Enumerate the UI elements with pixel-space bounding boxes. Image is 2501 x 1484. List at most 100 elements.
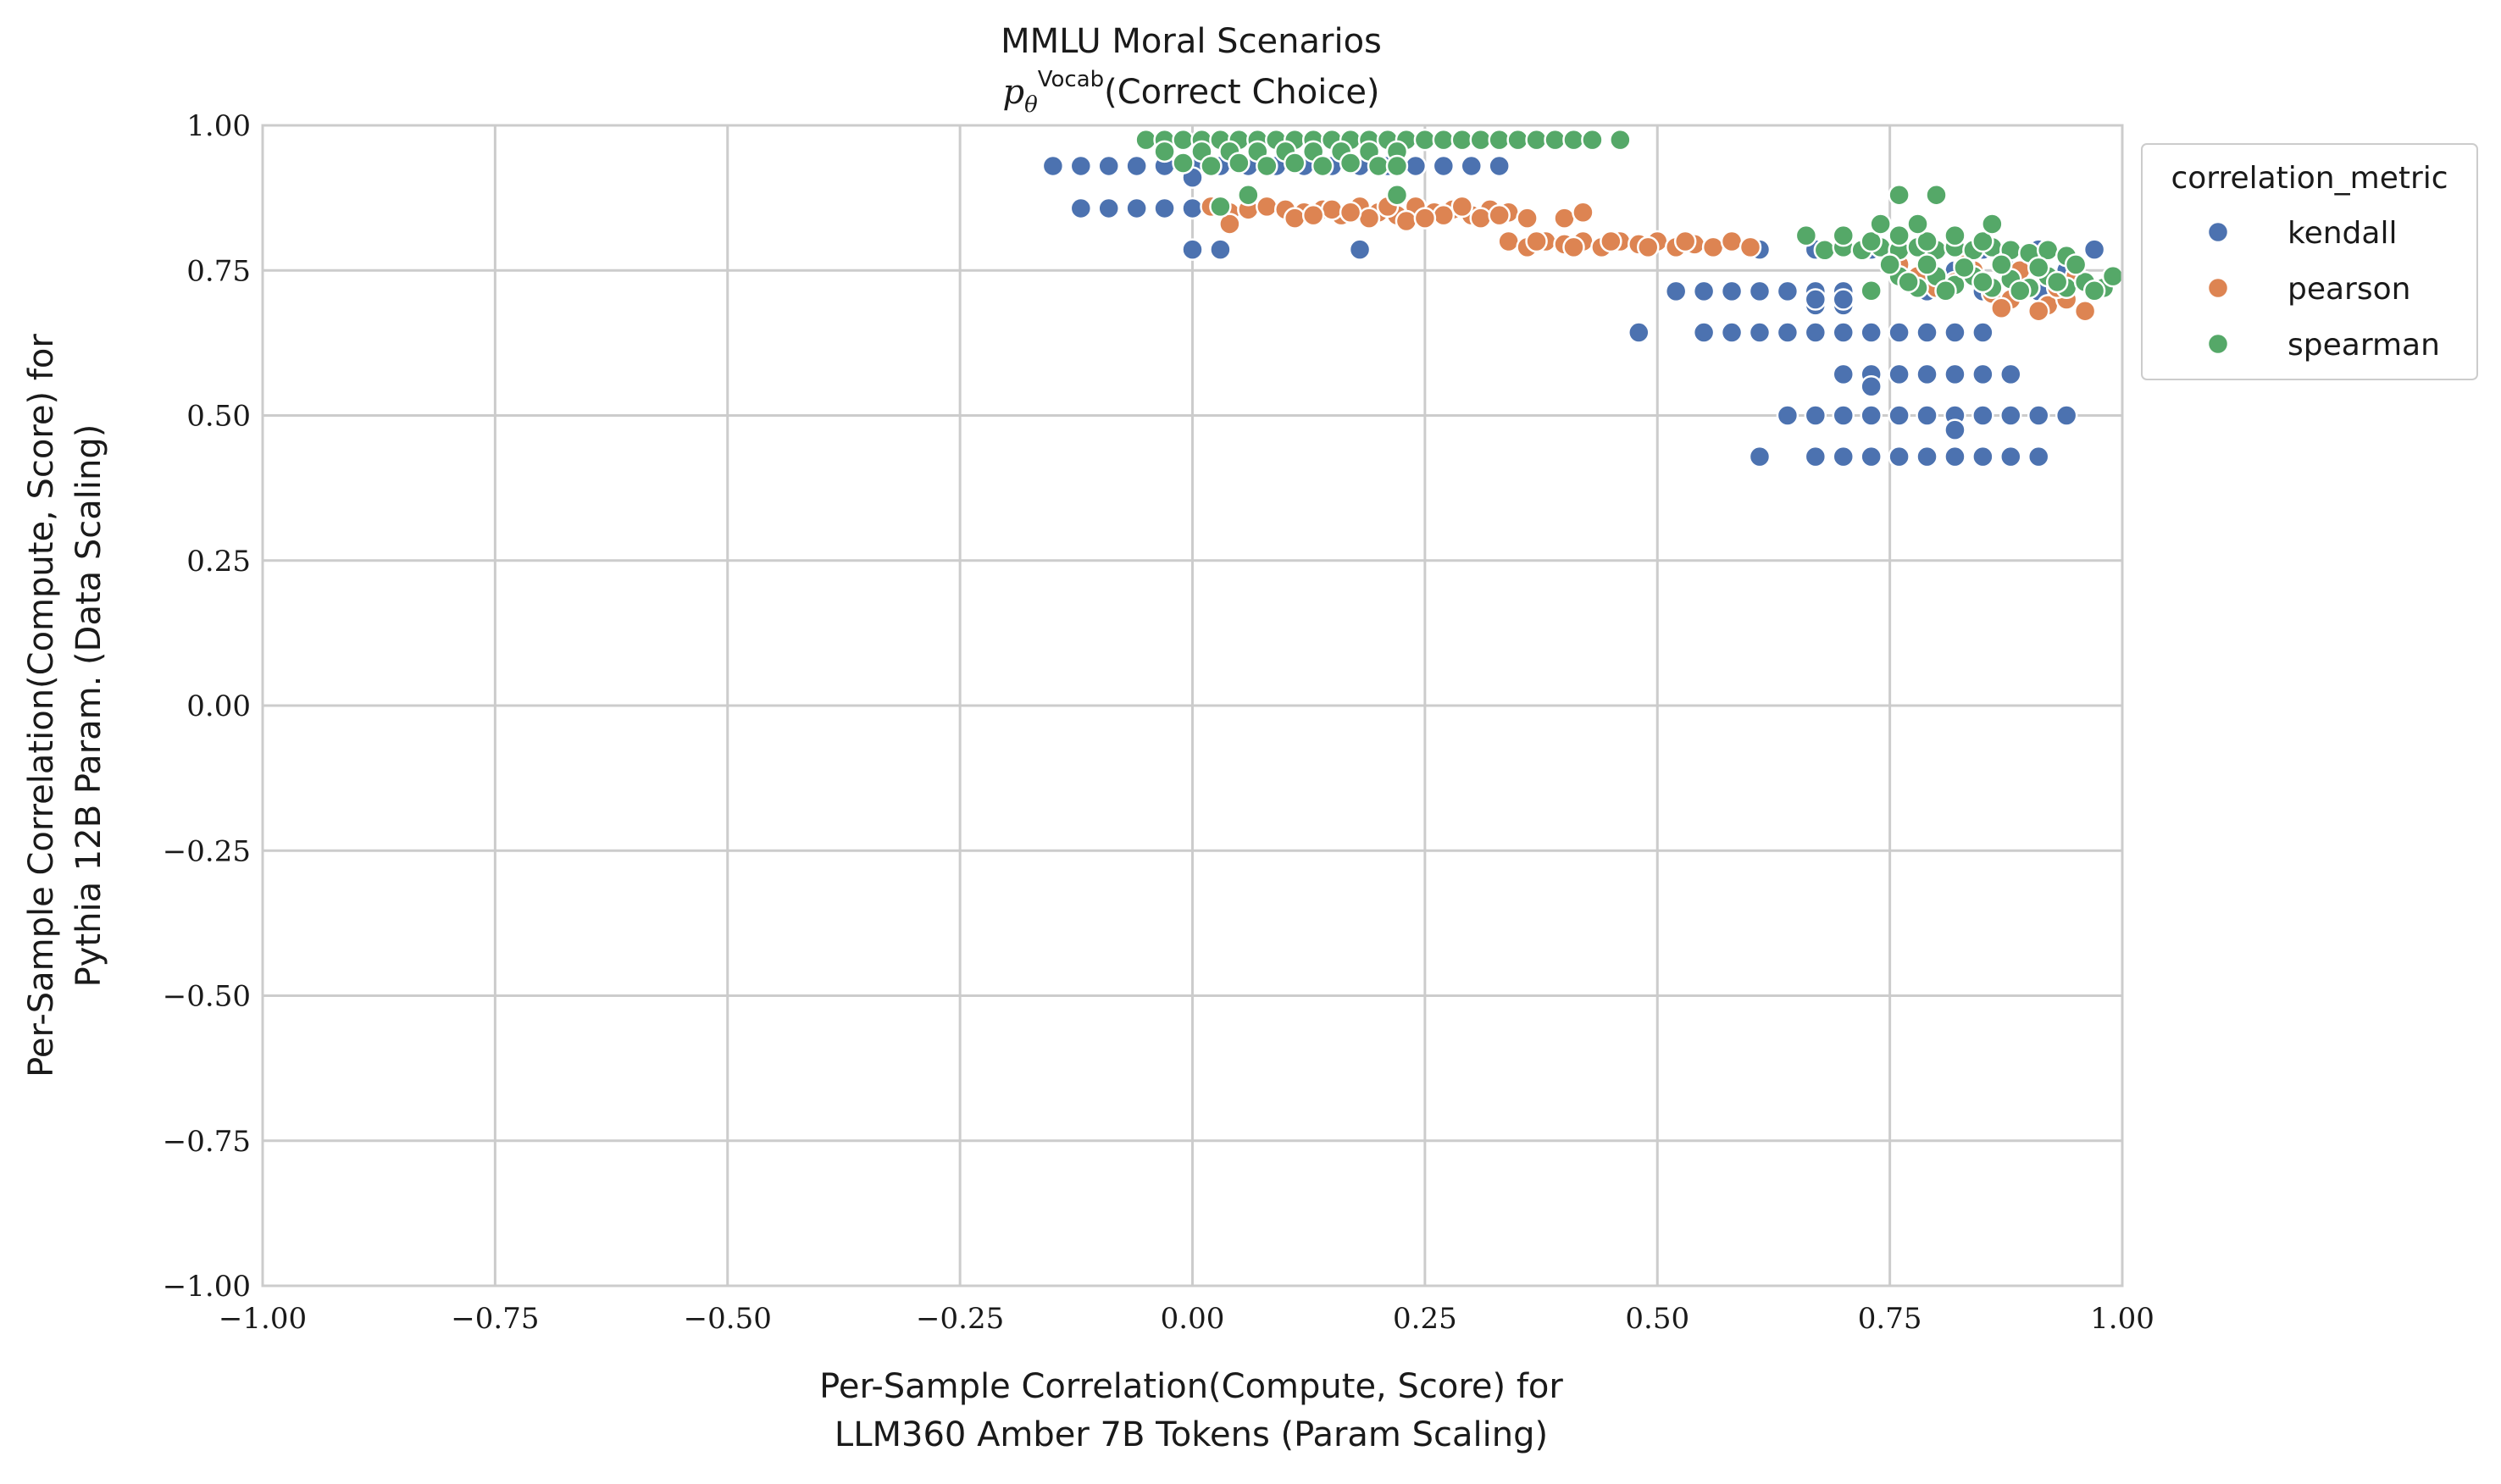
x-tick-label: −0.50 bbox=[684, 1302, 772, 1336]
chart-title: MMLU Moral Scenarios bbox=[1001, 22, 1382, 61]
pearson-point bbox=[2027, 299, 2050, 323]
kendall-point bbox=[2027, 445, 2050, 468]
kendall-point bbox=[1748, 321, 1772, 344]
spearman-point bbox=[1228, 152, 1250, 174]
spearman-point bbox=[2082, 279, 2106, 302]
legend-label-kendall: kendall bbox=[2288, 216, 2397, 251]
kendall-point bbox=[1944, 418, 1966, 441]
spearman-point bbox=[1506, 128, 1529, 152]
pearson-point bbox=[1256, 195, 1278, 219]
pearson-point bbox=[1516, 207, 1539, 230]
pearson-point bbox=[1450, 195, 1474, 219]
legend-marker-pearson bbox=[2206, 276, 2230, 300]
kendall-point bbox=[1804, 288, 1827, 311]
kendall-point bbox=[1804, 445, 1827, 468]
kendall-point bbox=[1804, 404, 1827, 427]
kendall-point bbox=[1971, 363, 1994, 386]
pearson-point bbox=[1469, 207, 1492, 230]
chart-subtitle: pθVocab(Correct Choice) bbox=[1002, 67, 1379, 118]
y-tick-label: 0.50 bbox=[186, 400, 251, 434]
spearman-point bbox=[2064, 253, 2088, 276]
kendall-point bbox=[1097, 154, 1120, 178]
pearson-point bbox=[1488, 203, 1511, 227]
pearson-point bbox=[1600, 230, 1622, 253]
spearman-point bbox=[1237, 183, 1260, 207]
plot-frame bbox=[261, 124, 2124, 1287]
pearson-point bbox=[1218, 213, 1241, 235]
spearman-point bbox=[2101, 264, 2125, 288]
spearman-point bbox=[1916, 230, 1938, 253]
series-spearman bbox=[1134, 128, 2125, 302]
spearman-point bbox=[1794, 224, 1818, 247]
kendall-point bbox=[1460, 154, 1483, 178]
spearman-point bbox=[2027, 256, 2050, 280]
spearman-point bbox=[1256, 154, 1278, 178]
spearman-point bbox=[1860, 230, 1883, 253]
kendall-point bbox=[1916, 363, 1938, 386]
spearman-point bbox=[1981, 213, 2004, 235]
spearman-point bbox=[1878, 253, 1901, 276]
kendall-point bbox=[1720, 321, 1744, 344]
pearson-point bbox=[1738, 235, 1762, 259]
kendall-point bbox=[1971, 321, 1994, 344]
spearman-point bbox=[1832, 224, 1855, 247]
spearman-point bbox=[1581, 128, 1604, 152]
x-tick-label: −0.25 bbox=[916, 1302, 1004, 1336]
kendall-point bbox=[1097, 197, 1120, 220]
x-tick-label: 1.00 bbox=[2090, 1302, 2154, 1336]
kendall-point bbox=[1664, 280, 1688, 303]
pearson-point bbox=[1562, 235, 1585, 259]
pearson-point bbox=[1553, 207, 1576, 230]
y-axis-label-line1: Per-Sample Correlation(Compute, Score) f… bbox=[22, 334, 61, 1077]
spearman-point bbox=[1385, 183, 1409, 207]
spearman-point bbox=[1469, 128, 1492, 152]
kendall-point bbox=[1804, 321, 1827, 344]
legend-label-pearson: pearson bbox=[2288, 272, 2410, 307]
pearson-point bbox=[1432, 203, 1456, 227]
spearman-point bbox=[1134, 128, 1157, 152]
x-tick-label: 0.00 bbox=[1161, 1302, 1225, 1336]
spearman-point bbox=[1944, 224, 1966, 247]
pearson-point bbox=[2073, 299, 2097, 323]
kendall-point bbox=[1041, 154, 1065, 178]
pearson-point bbox=[1339, 201, 1362, 224]
spearman-point bbox=[1971, 270, 1994, 294]
kendall-point bbox=[1860, 321, 1883, 344]
kendall-point bbox=[1181, 238, 1204, 261]
series-pearson bbox=[1200, 195, 2097, 323]
kendall-point bbox=[1888, 404, 1910, 427]
pearson-point bbox=[1320, 198, 1344, 221]
spearman-point bbox=[1888, 224, 1910, 247]
legend-entries: kendall pearson spearman bbox=[2206, 216, 2440, 363]
kendall-point bbox=[1999, 445, 2022, 468]
kendall-point bbox=[1944, 321, 1966, 344]
spearman-point bbox=[1916, 253, 1938, 276]
kendall-point bbox=[1860, 445, 1883, 468]
spearman-point bbox=[1971, 230, 1994, 253]
kendall-point bbox=[1916, 404, 1938, 427]
pearson-point bbox=[1720, 230, 1744, 253]
kendall-point bbox=[1999, 363, 2022, 386]
spearman-point bbox=[1990, 253, 2013, 276]
x-tick-label: 0.25 bbox=[1393, 1302, 1457, 1336]
spearman-point bbox=[1934, 279, 1957, 302]
kendall-point bbox=[1748, 445, 1772, 468]
kendall-point bbox=[1776, 321, 1800, 344]
legend: correlation_metric kendall pearson spearma… bbox=[2141, 143, 2478, 380]
kendall-point bbox=[1860, 375, 1883, 398]
kendall-point bbox=[1916, 445, 1938, 468]
x-axis-label-line2: LLM360 Amber 7B Tokens (Param Scaling) bbox=[835, 1415, 1548, 1454]
kendall-point bbox=[1888, 445, 1910, 468]
pearson-point bbox=[1525, 230, 1548, 253]
kendall-point bbox=[1069, 154, 1093, 178]
spearman-point bbox=[1609, 128, 1632, 152]
x-axis-label-line1: Per-Sample Correlation(Compute, Score) f… bbox=[819, 1367, 1563, 1406]
y-tick-label: −0.25 bbox=[163, 834, 251, 868]
kendall-point bbox=[1971, 404, 1994, 427]
spearman-point bbox=[2045, 270, 2069, 294]
x-tick-label: 0.75 bbox=[1858, 1302, 1922, 1336]
spearman-point bbox=[1544, 128, 1567, 152]
pearson-point bbox=[1701, 235, 1725, 259]
x-tick-label: −0.75 bbox=[451, 1302, 539, 1336]
